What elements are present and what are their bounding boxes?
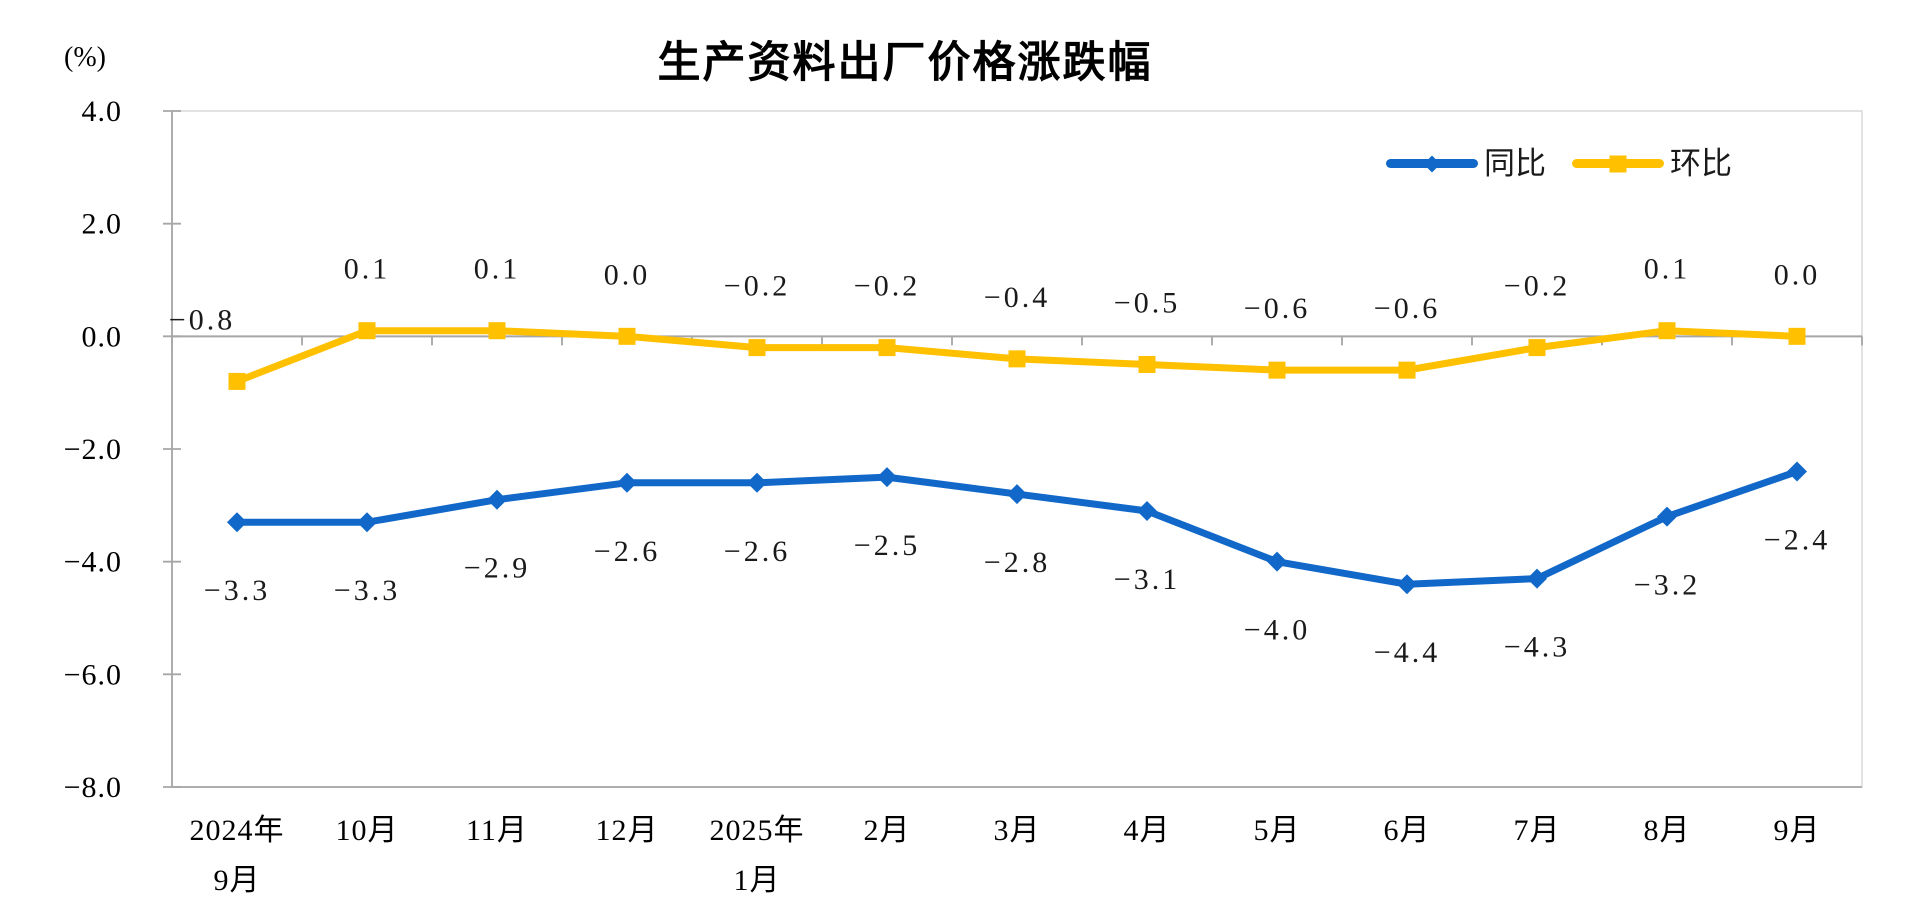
y-axis-tick-label: 0.0 <box>82 320 123 353</box>
x-axis-category-label: 5月 <box>1254 814 1301 847</box>
marker-mom-7 <box>1138 356 1156 373</box>
data-label-yoy-3: −2.6 <box>594 535 660 568</box>
y-axis-unit-label: (%) <box>64 42 106 73</box>
y-axis-tick-label: −8.0 <box>64 771 122 804</box>
marker-mom-2 <box>488 322 506 340</box>
x-axis-category-label: 7月 <box>1514 814 1561 847</box>
marker-yoy-4 <box>747 472 767 493</box>
diamond-marker-icon <box>1423 155 1441 172</box>
data-label-mom-5: −0.2 <box>854 270 920 303</box>
x-axis-category-label: 10月 <box>336 814 399 847</box>
data-label-yoy-7: −3.1 <box>1114 563 1180 596</box>
marker-yoy-1 <box>357 512 377 533</box>
y-axis-tick-label: −2.0 <box>64 433 122 466</box>
y-axis-tick-label: −4.0 <box>64 546 122 579</box>
marker-mom-10 <box>1528 339 1546 357</box>
data-label-yoy-11: −3.2 <box>1634 569 1700 602</box>
legend-label-yoy: 同比 <box>1484 146 1546 181</box>
x-axis-category-label: 8月 <box>1644 814 1691 847</box>
square-marker-icon <box>1609 155 1627 172</box>
data-label-yoy-5: −2.5 <box>854 529 920 562</box>
data-label-yoy-8: −4.0 <box>1244 614 1310 647</box>
marker-yoy-6 <box>1007 484 1027 505</box>
data-label-mom-3: 0.0 <box>604 258 651 291</box>
marker-yoy-0 <box>227 512 247 533</box>
data-label-yoy-9: −4.4 <box>1374 636 1440 669</box>
marker-mom-11 <box>1658 322 1676 340</box>
marker-yoy-11 <box>1657 506 1677 527</box>
data-label-mom-4: −0.2 <box>724 270 790 303</box>
data-label-yoy-0: −3.3 <box>204 574 270 607</box>
yoy-line-swatch <box>1386 155 1478 172</box>
marker-yoy-8 <box>1267 551 1287 572</box>
legend-item-mom: 环比 <box>1572 148 1732 179</box>
marker-mom-4 <box>748 339 766 357</box>
data-label-mom-12: 0.0 <box>1774 258 1821 291</box>
marker-yoy-12 <box>1787 461 1807 482</box>
data-label-mom-7: −0.5 <box>1114 287 1180 320</box>
data-label-mom-11: 0.1 <box>1644 253 1691 286</box>
marker-mom-0 <box>228 372 246 390</box>
data-label-yoy-6: −2.8 <box>984 546 1050 579</box>
marker-mom-8 <box>1268 361 1286 379</box>
data-label-yoy-4: −2.6 <box>724 535 790 568</box>
data-label-yoy-12: −2.4 <box>1764 524 1830 557</box>
data-label-mom-8: −0.6 <box>1244 292 1310 325</box>
data-label-mom-9: −0.6 <box>1374 292 1440 325</box>
y-axis-tick-label: −6.0 <box>64 658 122 691</box>
marker-mom-5 <box>878 339 896 357</box>
data-label-yoy-1: −3.3 <box>334 574 400 607</box>
x-axis-category-label: 2024年 9月 <box>190 814 285 897</box>
data-label-mom-2: 0.1 <box>474 253 521 286</box>
mom-line-swatch <box>1572 155 1664 172</box>
data-label-mom-0: −0.8 <box>169 303 235 336</box>
x-axis-category-label: 2025年 1月 <box>710 814 805 897</box>
x-axis-category-label: 4月 <box>1124 814 1171 847</box>
x-axis-category-label: 2月 <box>864 814 911 847</box>
marker-yoy-5 <box>877 467 897 488</box>
marker-yoy-7 <box>1137 500 1157 521</box>
x-axis-category-label: 3月 <box>994 814 1041 847</box>
x-axis-category-label: 11月 <box>466 814 528 847</box>
marker-yoy-2 <box>487 489 507 510</box>
legend-item-yoy: 同比 <box>1386 148 1546 179</box>
legend: 同比 环比 <box>1386 148 1732 179</box>
marker-mom-9 <box>1398 361 1416 379</box>
plot-area-border <box>171 110 1863 788</box>
chart-title: 生产资料出厂价格涨跌幅 <box>657 39 1153 87</box>
x-axis-category-label: 12月 <box>596 814 659 847</box>
marker-mom-1 <box>358 322 376 340</box>
marker-mom-6 <box>1008 350 1026 368</box>
data-label-yoy-10: −4.3 <box>1504 631 1570 664</box>
y-axis-tick-label: 2.0 <box>82 208 123 241</box>
legend-label-mom: 环比 <box>1670 146 1732 181</box>
marker-yoy-3 <box>617 472 637 493</box>
x-axis-category-label: 6月 <box>1384 814 1431 847</box>
data-label-mom-1: 0.1 <box>344 253 391 286</box>
y-axis-tick-label: 4.0 <box>82 95 123 128</box>
data-label-mom-10: −0.2 <box>1504 270 1570 303</box>
marker-yoy-9 <box>1397 574 1417 595</box>
data-label-mom-6: −0.4 <box>984 281 1050 314</box>
marker-mom-12 <box>1788 327 1806 345</box>
data-label-yoy-2: −2.9 <box>464 552 530 585</box>
x-axis-category-label: 9月 <box>1774 814 1821 847</box>
marker-mom-3 <box>618 327 636 345</box>
marker-yoy-10 <box>1527 568 1547 589</box>
